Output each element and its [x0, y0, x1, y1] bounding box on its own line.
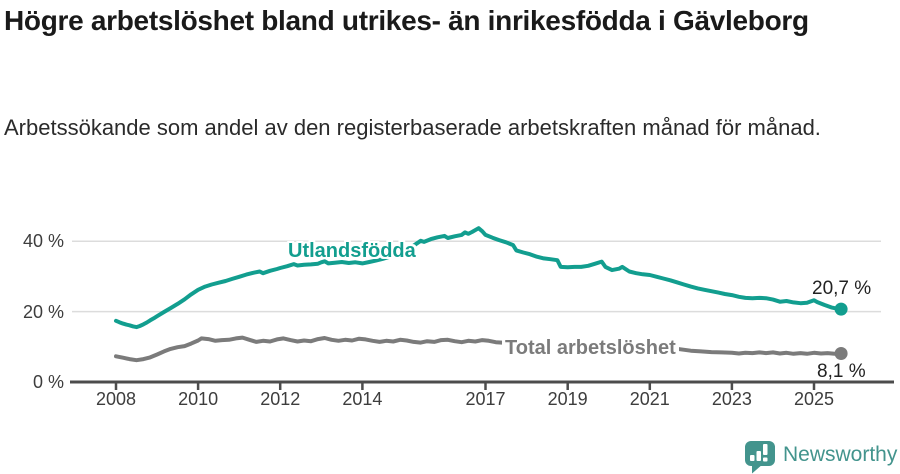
page-title: Högre arbetslöshet bland utrikes- än inr… — [4, 5, 809, 36]
x-tick-label: 2014 — [342, 389, 383, 409]
newsworthy-bubble-icon — [745, 441, 775, 474]
x-tick-label: 2010 — [178, 389, 219, 409]
series-label-total-arbetsloshet: Total arbetslöshet — [502, 336, 679, 361]
end-value-label-utlandsfodda: 20,7 % — [812, 278, 872, 299]
x-tick-label: 2025 — [793, 389, 835, 409]
y-tick-label: 0 % — [32, 372, 64, 392]
x-tick-label: 2023 — [711, 389, 752, 409]
newsworthy-logo[interactable]: Newsworthy — [744, 440, 897, 474]
x-tick-label: 2008 — [95, 389, 137, 409]
chart-subtitle: Arbetssökande som andel av den registerb… — [4, 115, 821, 140]
end-point-total — [834, 347, 848, 360]
end-value-label-total: 8,1 % — [817, 361, 866, 382]
x-tick-label: 2012 — [260, 389, 301, 409]
x-tick-label: 2021 — [629, 389, 670, 409]
newsworthy-wordmark: Newsworthy — [783, 443, 898, 466]
y-tick-label: 40 % — [22, 231, 64, 252]
series-label-utlandsfodda: Utlandsfödda — [288, 240, 416, 262]
series-line-total — [114, 335, 844, 363]
end-point-utlandsfodda — [834, 302, 848, 316]
series-line-utlandsfodda — [114, 226, 844, 330]
y-tick-label: 20 % — [22, 301, 64, 322]
x-tick-label: 2019 — [547, 389, 588, 409]
x-tick-label: 2017 — [465, 389, 506, 409]
